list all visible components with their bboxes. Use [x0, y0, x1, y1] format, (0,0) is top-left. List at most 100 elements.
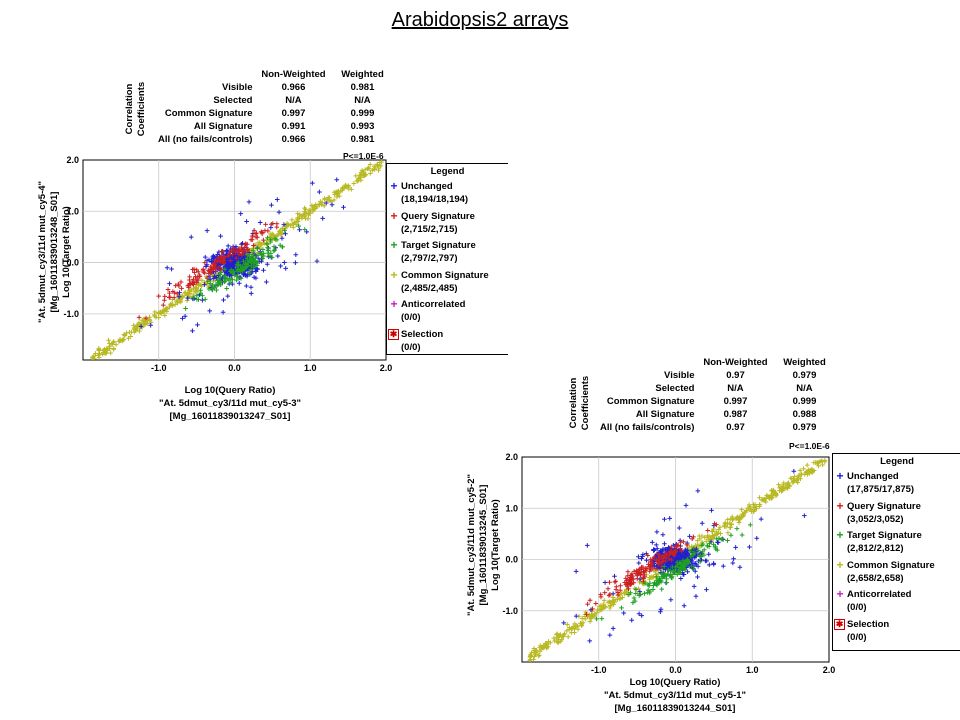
point-query-signature [236, 251, 242, 257]
correlation-table: Non-Weighted Weighted Visible 0.97 0.979 S… [600, 356, 838, 434]
point-target-signature [659, 571, 664, 577]
point-target-signature [274, 237, 280, 243]
point-unchanged [220, 309, 226, 315]
point-unchanged [610, 626, 616, 631]
point-common-signature [587, 619, 593, 624]
legend-item-anticorrelated[interactable]: + Anticorrelated (0/0) [833, 588, 960, 618]
point-target-signature [642, 591, 647, 596]
point-target-signature [248, 259, 253, 264]
point-target-signature [200, 293, 205, 298]
x-axis-label: Log 10(Query Ratio) "At. 5dmut_cy3/11d m… [130, 384, 330, 423]
legend-item-anticorrelated[interactable]: + Anticorrelated (0/0) [387, 298, 508, 328]
point-common-signature [173, 298, 179, 304]
point-common-signature [270, 232, 276, 238]
point-common-signature [178, 296, 183, 302]
point-common-signature [358, 172, 363, 178]
point-common-signature [727, 525, 733, 530]
point-unchanged [654, 546, 660, 551]
point-unchanged [662, 516, 667, 522]
point-common-signature [603, 604, 608, 610]
point-common-signature [182, 290, 188, 296]
y-label-line-1: "At. 5dmut_cy3/11d mut_cy5-4" [37, 180, 48, 324]
point-query-signature [167, 294, 173, 300]
table-row: Common Signature 0.997 0.999 [158, 107, 396, 120]
point-unchanged [692, 569, 698, 574]
point-common-signature [107, 343, 113, 349]
point-common-signature [279, 230, 285, 236]
point-target-signature [211, 283, 217, 289]
point-common-signature [596, 604, 602, 609]
point-common-signature [325, 195, 331, 200]
point-query-signature [253, 231, 259, 237]
point-query-signature [648, 566, 653, 572]
plus-icon: + [390, 179, 398, 193]
point-unchanged [188, 234, 194, 240]
point-unchanged [223, 260, 229, 265]
point-common-signature [567, 625, 572, 630]
point-query-signature [225, 253, 231, 259]
point-target-signature [661, 564, 667, 569]
point-target-signature [700, 541, 706, 547]
point-common-signature [703, 539, 709, 544]
page-title: Arabidopsis2 arrays [391, 9, 569, 31]
legend-item-target[interactable]: + Target Signature (2,812/2,812) [833, 529, 960, 559]
point-target-signature [695, 548, 701, 553]
point-query-signature [584, 611, 589, 617]
point-common-signature [262, 241, 267, 246]
point-unchanged [185, 295, 191, 301]
legend-item-query[interactable]: + Query Signature (3,052/3,052) [833, 500, 960, 530]
legend-item-query[interactable]: + Query Signature (2,715/2,715) [387, 210, 508, 240]
point-target-signature [224, 286, 230, 291]
point-query-signature [186, 285, 191, 290]
scatter-plot-1[interactable]: -1.0 0.0 1.0 2.0 2.0 1.0 0.0 -1.0 [56, 155, 396, 380]
y-tick-label: -1.0 [63, 309, 79, 319]
point-common-signature [337, 193, 342, 199]
point-unchanged [248, 291, 254, 296]
point-common-signature [258, 242, 264, 247]
point-query-signature [263, 222, 268, 227]
point-common-signature [601, 598, 607, 603]
point-common-signature [715, 530, 721, 536]
point-common-signature [297, 212, 303, 217]
point-common-signature [583, 609, 589, 615]
scatter-plot-2[interactable]: -1.0 0.0 1.0 2.0 2.0 1.0 0.0 -1.0 [495, 450, 840, 675]
row-name: Common Signature [164, 108, 253, 119]
point-common-signature [693, 543, 699, 548]
point-query-signature [234, 255, 239, 261]
point-target-signature [302, 227, 308, 232]
point-common-signature [334, 194, 340, 200]
point-unchanged [182, 314, 188, 319]
point-query-signature [222, 254, 227, 260]
legend-item-unchanged[interactable]: + Unchanged (17,875/17,875) [833, 470, 960, 500]
point-common-signature [340, 186, 345, 191]
point-target-signature [236, 259, 241, 265]
point-target-signature [266, 253, 272, 259]
point-common-signature [807, 471, 812, 476]
legend-item-selection[interactable]: ✱ Selection (0/0) [833, 618, 960, 648]
point-common-signature [366, 166, 372, 171]
point-target-signature [250, 247, 256, 253]
point-common-signature [790, 480, 796, 486]
point-query-signature [171, 295, 177, 300]
point-query-signature [628, 581, 634, 587]
point-common-signature [767, 496, 772, 501]
point-query-signature [195, 277, 201, 283]
point-unchanged [211, 255, 217, 260]
point-query-signature [642, 574, 648, 580]
legend-item-common[interactable]: + Common Signature (2,658/2,658) [833, 559, 960, 589]
point-common-signature [611, 602, 616, 607]
point-unchanged [731, 556, 736, 562]
point-query-signature [239, 249, 245, 255]
point-target-signature [628, 590, 633, 596]
point-unchanged [180, 316, 185, 321]
point-target-signature [253, 255, 258, 261]
legend-item-unchanged[interactable]: + Unchanged (18,194/18,194) [387, 180, 508, 210]
point-common-signature [555, 639, 560, 645]
point-query-signature [143, 315, 149, 321]
legend-item-selection[interactable]: ✱ Selection (0/0) [387, 328, 508, 358]
legend-item-target[interactable]: + Target Signature (2,797/2,797) [387, 239, 508, 269]
point-common-signature [739, 507, 744, 512]
point-target-signature [191, 295, 196, 301]
legend-item-common[interactable]: + Common Signature (2,485/2,485) [387, 269, 508, 299]
point-query-signature [218, 258, 224, 264]
